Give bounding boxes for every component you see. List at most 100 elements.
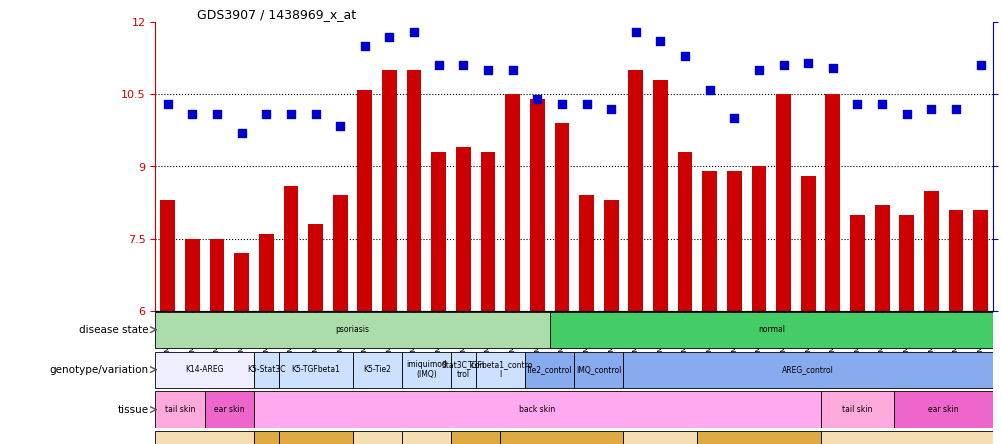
Bar: [529, 99, 544, 311]
Bar: [696, 432, 820, 444]
Point: [529, 95, 545, 103]
Text: tail skin: tail skin: [164, 405, 195, 414]
Text: TGFbeta1_contro
l: TGFbeta1_contro l: [467, 360, 532, 379]
Point: [308, 110, 324, 117]
Bar: [155, 392, 204, 428]
Bar: [204, 392, 254, 428]
Bar: [726, 171, 741, 311]
Point: [381, 33, 397, 40]
Point: [455, 62, 471, 69]
Point: [159, 100, 175, 107]
Bar: [603, 200, 618, 311]
Bar: [160, 200, 175, 311]
Bar: [308, 224, 323, 311]
Bar: [352, 432, 402, 444]
Point: [775, 62, 791, 69]
Bar: [402, 432, 451, 444]
Point: [800, 59, 816, 67]
Bar: [382, 70, 397, 311]
Text: K5-Tie2: K5-Tie2: [363, 365, 391, 374]
Bar: [524, 352, 573, 388]
Bar: [923, 190, 938, 311]
Text: ear skin: ear skin: [928, 405, 958, 414]
Bar: [279, 432, 352, 444]
Bar: [776, 95, 791, 311]
Text: back skin: back skin: [519, 405, 555, 414]
Text: tail skin: tail skin: [842, 405, 872, 414]
Bar: [578, 195, 593, 311]
Bar: [254, 432, 279, 444]
Point: [972, 62, 988, 69]
Bar: [254, 392, 820, 428]
Bar: [505, 95, 519, 311]
Point: [357, 43, 373, 50]
Bar: [431, 152, 446, 311]
Bar: [352, 352, 402, 388]
Bar: [677, 152, 691, 311]
Point: [430, 62, 446, 69]
Point: [750, 67, 767, 74]
Bar: [750, 166, 766, 311]
Bar: [850, 214, 864, 311]
Bar: [623, 352, 992, 388]
Text: IMQ_control: IMQ_control: [575, 365, 621, 374]
Bar: [155, 312, 549, 348]
Bar: [155, 432, 254, 444]
Point: [676, 52, 692, 59]
Point: [406, 28, 422, 36]
Bar: [948, 210, 963, 311]
Bar: [701, 171, 716, 311]
Bar: [800, 176, 815, 311]
Text: GDS3907 / 1438969_x_at: GDS3907 / 1438969_x_at: [197, 8, 356, 21]
Bar: [184, 239, 199, 311]
Text: K5-TGFbeta1: K5-TGFbeta1: [291, 365, 340, 374]
Bar: [652, 80, 667, 311]
Point: [627, 28, 643, 36]
Point: [651, 38, 667, 45]
Point: [923, 105, 939, 112]
Text: Tie2_control: Tie2_control: [526, 365, 572, 374]
Point: [184, 110, 200, 117]
Text: disease state: disease state: [79, 325, 148, 335]
Bar: [573, 352, 623, 388]
Bar: [254, 352, 279, 388]
Text: imiquimod
(IMQ): imiquimod (IMQ): [406, 360, 446, 379]
Bar: [209, 239, 224, 311]
Text: genotype/variation: genotype/variation: [49, 365, 148, 375]
Text: psoriasis: psoriasis: [336, 325, 369, 334]
Bar: [357, 90, 372, 311]
Point: [233, 129, 249, 136]
Text: normal: normal: [758, 325, 784, 334]
Bar: [500, 432, 623, 444]
Text: K5-Stat3C: K5-Stat3C: [246, 365, 286, 374]
Bar: [623, 432, 696, 444]
Text: Stat3C_con
trol: Stat3C_con trol: [441, 360, 485, 379]
Bar: [234, 253, 248, 311]
Bar: [402, 352, 451, 388]
Point: [849, 100, 865, 107]
Bar: [475, 352, 524, 388]
Point: [578, 100, 594, 107]
Point: [947, 105, 963, 112]
Bar: [874, 205, 889, 311]
Bar: [628, 70, 642, 311]
Point: [701, 86, 717, 93]
Bar: [259, 234, 274, 311]
Text: K14-AREG: K14-AREG: [185, 365, 223, 374]
Point: [602, 105, 618, 112]
Point: [480, 67, 496, 74]
Bar: [406, 70, 421, 311]
Point: [332, 122, 348, 129]
Point: [873, 100, 889, 107]
Point: [283, 110, 299, 117]
Bar: [284, 186, 298, 311]
Bar: [972, 210, 987, 311]
Bar: [279, 352, 352, 388]
Point: [504, 67, 520, 74]
Text: ear skin: ear skin: [213, 405, 244, 414]
Bar: [894, 392, 992, 428]
Bar: [451, 432, 500, 444]
Bar: [820, 432, 992, 444]
Bar: [451, 352, 475, 388]
Text: AREG_control: AREG_control: [782, 365, 834, 374]
